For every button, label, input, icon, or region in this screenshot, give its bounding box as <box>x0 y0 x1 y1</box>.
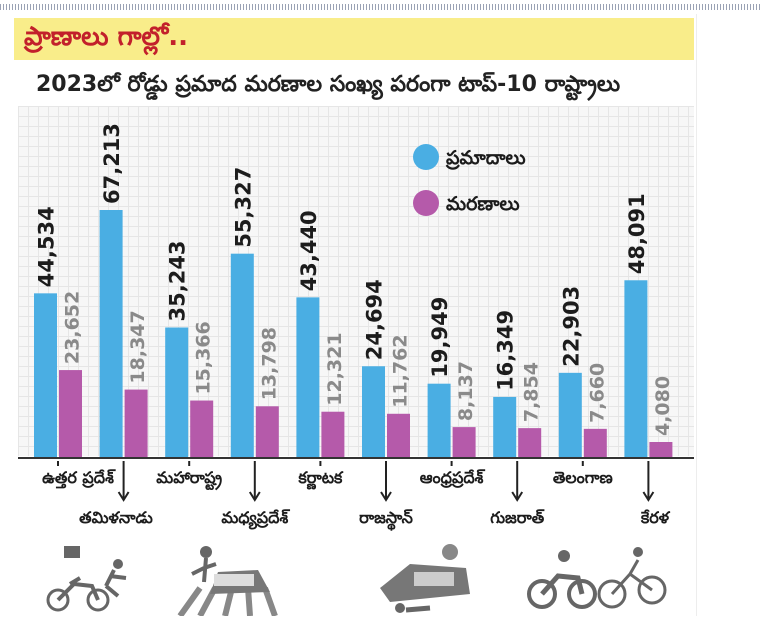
category-label: తెలంగాణ <box>553 468 613 487</box>
bar-deaths <box>583 428 607 457</box>
category-label: ఉత్తర ప్రదేశ్ <box>42 468 116 489</box>
bar-accidents <box>558 372 582 457</box>
legend-swatch <box>413 190 439 216</box>
car-pedestrian-crash-icon <box>177 546 278 616</box>
data-label: 55,327 <box>231 167 255 248</box>
truck-crash-icon <box>380 544 470 613</box>
bar-accidents <box>493 396 517 457</box>
data-label: 12,321 <box>324 332 346 405</box>
top-ruler <box>0 0 761 14</box>
data-label: 8,137 <box>455 361 477 421</box>
data-label: 24,694 <box>363 279 387 360</box>
category-label: ఆంధ్రప్రదేశ్ <box>420 468 486 488</box>
category-label: తమిళనాడు <box>79 508 153 527</box>
data-label: 35,243 <box>166 240 190 321</box>
motorcycle-crash-icon <box>46 546 127 612</box>
category-label: రాజస్థాన్ <box>359 508 413 531</box>
data-label: 43,440 <box>297 210 321 291</box>
bar-accidents <box>624 280 648 457</box>
category-label: మహారాష్ట్ర <box>156 468 222 491</box>
data-label: 4,080 <box>652 376 674 436</box>
arrow-down-icon <box>117 491 130 502</box>
arrow-down-icon <box>380 491 392 502</box>
bar-deaths <box>255 406 279 457</box>
bar-accidents <box>362 366 385 457</box>
bike-collision-icon <box>527 547 667 609</box>
bar-deaths <box>518 428 542 457</box>
category-label: మధ్యప్రదేశ్ <box>221 508 290 530</box>
bar-deaths <box>452 427 476 457</box>
bar-accidents <box>99 210 123 457</box>
data-label: 7,660 <box>586 363 608 423</box>
bar-deaths <box>124 389 148 457</box>
category-label: కర్ణాటక <box>297 468 344 490</box>
bar-accidents <box>34 293 57 457</box>
bar-accidents <box>165 327 189 457</box>
legend-label: మరణాలు <box>446 193 520 215</box>
bar-deaths <box>387 413 410 457</box>
data-label: 19,949 <box>428 297 452 378</box>
legend-label: ప్రమాదాలు <box>446 147 526 170</box>
bar-deaths <box>321 411 345 457</box>
data-label: 23,652 <box>62 291 84 364</box>
data-label: 18,347 <box>127 310 149 383</box>
bar-accidents <box>427 383 451 457</box>
bar-deaths <box>190 400 214 457</box>
bar-deaths <box>59 370 82 457</box>
data-label: 22,903 <box>559 286 583 367</box>
bar-accidents <box>296 297 320 457</box>
data-label: 44,534 <box>35 206 59 287</box>
arrow-down-icon <box>248 491 261 502</box>
data-label: 67,213 <box>100 123 124 204</box>
data-label: 48,091 <box>625 193 649 274</box>
bar-accidents <box>230 253 254 457</box>
bar-deaths <box>649 442 673 457</box>
arrow-down-icon <box>642 491 655 502</box>
header-title: ప్రాణాలు గాల్లో.. <box>24 22 189 52</box>
data-label: 11,762 <box>390 334 412 407</box>
data-label: 7,854 <box>521 362 543 422</box>
category-label: కేరళ <box>640 508 671 527</box>
category-label: గుజరాత్ <box>490 508 545 527</box>
data-label: 15,366 <box>193 321 215 394</box>
chart-title: 2023లో రోడ్డు ప్రమాద మరణాల సంఖ్య పరంగా ట… <box>36 72 621 97</box>
data-label: 13,798 <box>258 327 280 400</box>
header-band: ప్రాణాలు గాల్లో.. <box>14 18 694 60</box>
data-label: 16,349 <box>494 310 518 391</box>
arrow-down-icon <box>511 491 524 502</box>
legend-swatch <box>413 144 439 170</box>
